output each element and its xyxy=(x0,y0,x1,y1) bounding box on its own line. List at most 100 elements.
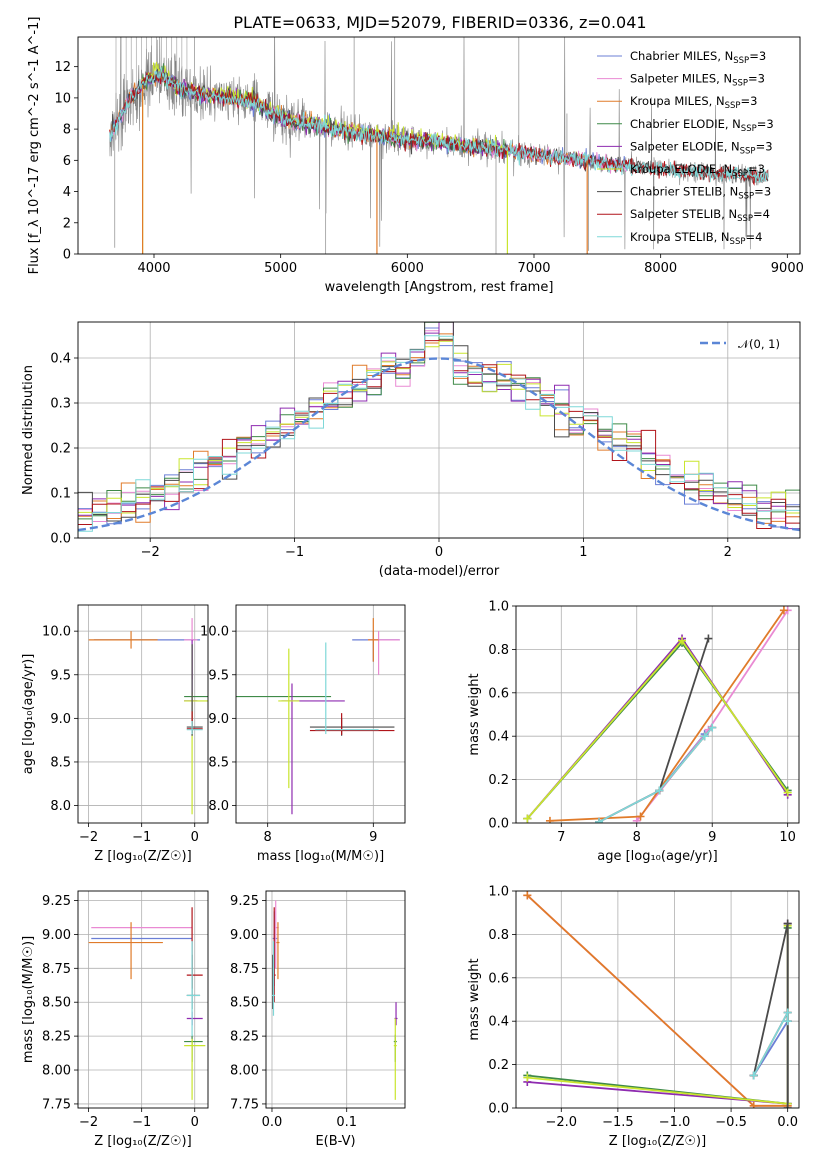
legend-nssp-prefix: , N xyxy=(717,49,733,63)
legend-nssp-prefix: , N xyxy=(725,117,741,131)
y-tick-label: 9.5 xyxy=(208,668,229,683)
weight-series-line xyxy=(752,1012,789,1076)
y-axis-label: Flux [f_λ 10^-17 erg cm^-2 s^-1 A^-1] xyxy=(27,17,42,275)
figure-title: PLATE=0633, MJD=52079, FIBERID=0336, z=0… xyxy=(233,13,646,32)
weight-point-marker xyxy=(545,816,554,823)
weight-point-marker xyxy=(708,723,717,732)
legend-nssp-value: 3 xyxy=(758,72,765,86)
y-tick-label: 0.4 xyxy=(50,352,71,367)
legend-entry-label: Chabrier STELIB, NSSP=3 xyxy=(630,185,771,202)
legend-model-name: Salpeter ELODIE xyxy=(630,139,724,153)
legend-nssp-subscript: SSP xyxy=(730,237,746,247)
legend-nssp-value: 3 xyxy=(750,94,757,108)
y-tick-label: 9.00 xyxy=(230,928,259,943)
weight-series-line xyxy=(658,638,710,791)
legend-entry-label: Salpeter STELIB, NSSP=4 xyxy=(630,207,770,224)
axes: 7 8 9 10 0.0 0.2 0.4 0.6 0.8 1.0 age [log₁₀(age/yr… xyxy=(467,600,800,864)
weight-point-marker xyxy=(595,817,604,823)
y-tick-label: 8.0 xyxy=(50,799,71,814)
panel-weight-vs-age: 7 8 9 10 0.0 0.2 0.4 0.6 0.8 1.0 age [log₁₀(age/yr… xyxy=(467,600,800,864)
y-tick-label: 4 xyxy=(63,185,71,200)
x-tick-label: −1 xyxy=(132,1115,151,1130)
legend-nssp-prefix: , N xyxy=(721,207,737,221)
legend-nssp-value: 4 xyxy=(763,207,770,221)
axes: −2 −1 0 1 2 0.0 0.1 0.2 0.3 0.4 (data-model)/error… xyxy=(21,321,801,579)
legend-model-name: Kroupa MILES xyxy=(630,94,709,108)
x-tick-label: −2 xyxy=(79,830,98,845)
y-tick-label: 8.5 xyxy=(50,755,71,770)
y-tick-label: 9.5 xyxy=(50,668,71,683)
legend-nssp-value: 3 xyxy=(764,185,771,199)
y-axis-label: Normed distribution xyxy=(21,365,36,495)
x-tick-label: 8 xyxy=(264,830,272,845)
legend-nssp-subscript: SSP xyxy=(738,192,754,202)
panel-mass-vs-Z: −2 −1 0 7.75 8.00 8.25 8.50 8.75 9.00 9.25 Z [log₁… xyxy=(21,890,209,1149)
y-tick-label: 7.75 xyxy=(42,1097,71,1112)
legend-nssp-subscript: SSP xyxy=(740,146,756,156)
axes-frame xyxy=(77,36,801,255)
panel-residuals: −2 −1 0 1 2 0.0 0.1 0.2 0.3 0.4 (data-model)/error… xyxy=(21,321,801,579)
x-tick-label: 9 xyxy=(708,830,716,845)
weight-series-line xyxy=(752,1018,789,1104)
plot-area xyxy=(236,618,400,815)
plot-area xyxy=(523,606,792,823)
legend-model-name: Chabrier MILES xyxy=(630,49,717,63)
weight-series-line xyxy=(752,923,789,1108)
legend-nssp-subscript: SSP xyxy=(733,56,749,66)
y-tick-label: 9.0 xyxy=(208,712,229,727)
normal-reference-curve xyxy=(78,357,800,532)
weight-point-marker xyxy=(704,634,713,643)
axes: 4000 5000 6000 7000 8000 9000 0 2 4 6 8 10 12 wavelen… xyxy=(27,17,804,295)
x-tick-label: 8 xyxy=(633,830,641,845)
x-tick-label: 9 xyxy=(369,830,377,845)
weight-point-marker xyxy=(655,786,664,795)
grid xyxy=(78,322,800,539)
y-tick-label: 0.3 xyxy=(50,397,71,412)
y-axis-label: mass weight xyxy=(467,958,482,1040)
x-axis-label: Z [log₁₀(Z/Z☉)] xyxy=(609,1134,706,1149)
spectrum-model-line xyxy=(109,67,769,183)
legend-nssp-eq: = xyxy=(756,139,766,153)
weight-point-marker xyxy=(523,891,532,900)
histogram-series-8 xyxy=(78,335,800,538)
x-tick-label: 5000 xyxy=(264,261,297,276)
y-tick-label: 10 xyxy=(54,91,71,106)
y-tick-label: 9.0 xyxy=(50,712,71,727)
legend-entry-label: Kroupa STELIB, NSSP=4 xyxy=(630,230,762,247)
legend-nssp-subscript: SSP xyxy=(725,101,741,111)
weight-point-marker xyxy=(523,814,532,823)
y-tick-label: 0 xyxy=(63,248,71,263)
legend-model-name: Chabrier STELIB xyxy=(630,185,722,199)
axes: −2.0 −1.5 −1.0 −0.5 0.0 0.0 0.2 0.4 0.6 0.8 1.0 Z [… xyxy=(467,885,800,1149)
legend-nssp-subscript: SSP xyxy=(741,124,757,134)
legend-nssp-value: 3 xyxy=(758,162,765,176)
axes: 0.0 0.1 7.75 8.00 8.25 8.50 8.75 9.00 9.25 E(B-V) xyxy=(230,890,406,1149)
legend-nssp-eq: = xyxy=(740,94,750,108)
weight-point-marker xyxy=(636,812,645,821)
weight-point-marker xyxy=(700,732,709,741)
y-tick-label: 8.25 xyxy=(230,1030,259,1045)
legend-nssp-prefix: , N xyxy=(716,72,732,86)
legend-nssp-subscript: SSP xyxy=(732,79,748,89)
legend-entry-label: 𝒩(0, 1) xyxy=(738,337,780,351)
legend-nssp-value: 4 xyxy=(755,230,762,244)
y-tick-label: 1.0 xyxy=(488,600,509,615)
legend-entry-label: Chabrier MILES, NSSP=3 xyxy=(630,49,766,66)
x-tick-label: 7 xyxy=(557,830,565,845)
y-tick-label: 0.8 xyxy=(488,928,509,943)
legend-nssp-prefix: , N xyxy=(714,230,730,244)
plot-area xyxy=(271,900,398,1100)
x-axis-label: Z [log₁₀(Z/Z☉)] xyxy=(94,1134,191,1149)
y-tick-label: 0.2 xyxy=(488,773,509,788)
plot-area xyxy=(523,891,792,1108)
legend-model-name: Kroupa ELODIE xyxy=(630,162,716,176)
x-tick-label: −1 xyxy=(132,830,151,845)
y-tick-label: 1.0 xyxy=(488,885,509,900)
y-tick-label: 7.75 xyxy=(230,1097,259,1112)
x-tick-label: −1.0 xyxy=(659,1115,691,1130)
grid xyxy=(236,605,405,823)
weight-point-marker xyxy=(749,1071,758,1080)
axes-frame xyxy=(77,890,209,1109)
y-tick-label: 0.4 xyxy=(488,730,509,745)
